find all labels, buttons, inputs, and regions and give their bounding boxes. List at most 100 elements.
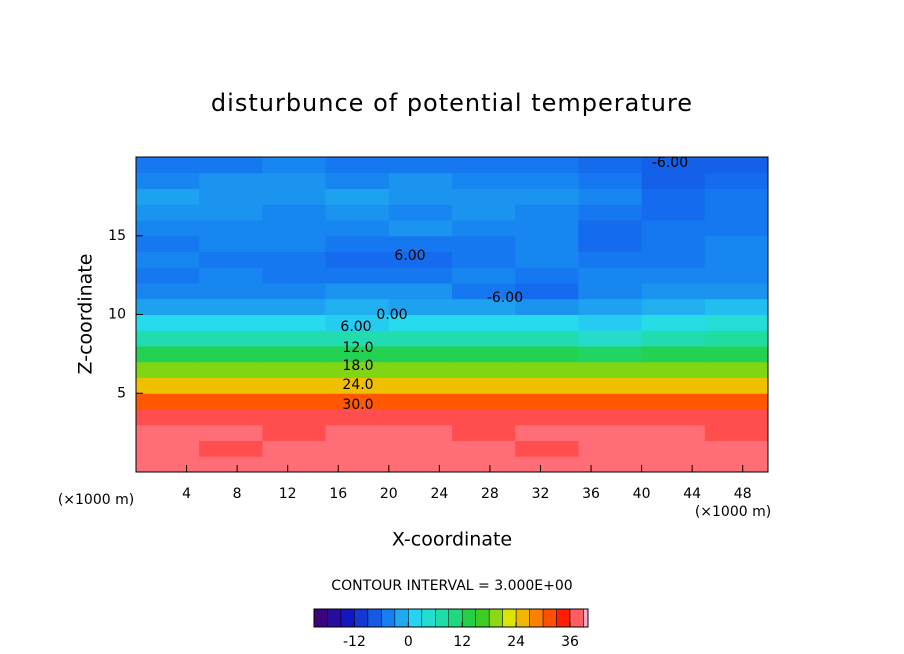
cell: [515, 172, 579, 189]
colorbar-segment: [583, 608, 589, 628]
cell: [325, 424, 390, 441]
cell: [136, 456, 200, 473]
contour-label: -6.00: [652, 155, 688, 171]
cell: [199, 409, 263, 426]
cell: [641, 314, 706, 331]
cell: [388, 298, 453, 315]
colorbar-tick-label: 24: [507, 634, 525, 650]
cell: [578, 298, 643, 315]
cell: [325, 377, 390, 394]
cell: [452, 440, 516, 457]
cell: [641, 346, 706, 363]
cell: [515, 283, 579, 300]
colorbar-segment: [515, 608, 530, 628]
cell: [704, 409, 769, 426]
x-tick-label: 16: [329, 486, 347, 502]
cell: [452, 424, 516, 441]
cell: [641, 283, 706, 300]
colorbar-segment: [556, 608, 571, 628]
cell: [136, 424, 200, 441]
cell: [262, 393, 327, 410]
cell: [199, 251, 263, 268]
cell: [199, 393, 263, 410]
cell: [704, 172, 769, 189]
cell: [452, 361, 516, 378]
cell: [452, 409, 516, 426]
cell: [578, 346, 643, 363]
cell: [515, 330, 579, 347]
cell: [199, 346, 263, 363]
cell: [515, 361, 579, 378]
y-tick-label: 10: [108, 307, 126, 323]
cell: [262, 220, 327, 237]
cell: [515, 440, 579, 457]
cell: [388, 330, 453, 347]
cell: [325, 314, 390, 331]
cell: [641, 235, 706, 252]
colorbar-segment: [435, 608, 450, 628]
cell: [388, 346, 453, 363]
cell: [704, 393, 769, 410]
cell: [704, 314, 769, 331]
colorbar-segment: [394, 608, 409, 628]
cell: [578, 314, 643, 331]
cell: [136, 172, 200, 189]
cell: [325, 393, 390, 410]
x-tick-label: 4: [182, 486, 191, 502]
cell: [262, 346, 327, 363]
x-tick-label: 44: [683, 486, 701, 502]
cell: [704, 456, 769, 473]
y-tick-label: 5: [117, 385, 126, 401]
cell: [325, 409, 390, 426]
cell: [641, 393, 706, 410]
cell: [515, 377, 579, 394]
cell: [262, 298, 327, 315]
x-tick-label: 32: [532, 486, 550, 502]
contour-label: -6.00: [487, 290, 523, 306]
colorbar-tick-label: 0: [404, 634, 413, 650]
cell: [325, 204, 390, 221]
colorbar-frame: [313, 608, 589, 628]
cell: [388, 267, 453, 284]
cell: [388, 456, 453, 473]
cell: [452, 251, 516, 268]
cell: [136, 346, 200, 363]
cell: [136, 393, 200, 410]
cell: [262, 456, 327, 473]
cell: [578, 424, 643, 441]
cell: [452, 267, 516, 284]
colorbar-segment: [313, 608, 328, 628]
cell: [388, 361, 453, 378]
cell: [578, 456, 643, 473]
cell: [388, 188, 453, 205]
cell: [452, 346, 516, 363]
cell: [452, 188, 516, 205]
cell: [388, 393, 453, 410]
cell: [199, 267, 263, 284]
cell: [388, 157, 453, 174]
cell: [704, 298, 769, 315]
cell: [704, 424, 769, 441]
cell: [388, 377, 453, 394]
colorbar-segment: [327, 608, 342, 628]
cell: [704, 220, 769, 237]
cell: [262, 330, 327, 347]
cell: [578, 409, 643, 426]
colorbar-tick-label: -12: [343, 634, 366, 650]
contour-interval: CONTOUR INTERVAL = 3.000E+00: [331, 578, 572, 594]
cell: [704, 346, 769, 363]
colorbar-segment: [340, 608, 355, 628]
x-tick-label: 8: [233, 486, 242, 502]
cell: [704, 157, 769, 174]
cell: [388, 204, 453, 221]
cell: [262, 172, 327, 189]
cell: [578, 377, 643, 394]
cell: [136, 361, 200, 378]
cell: [136, 251, 200, 268]
cell: [515, 314, 579, 331]
contour-label: 18.0: [342, 358, 373, 374]
contour-label: 30.0: [342, 397, 373, 413]
cell: [199, 235, 263, 252]
cell: [325, 157, 390, 174]
cell: [388, 424, 453, 441]
